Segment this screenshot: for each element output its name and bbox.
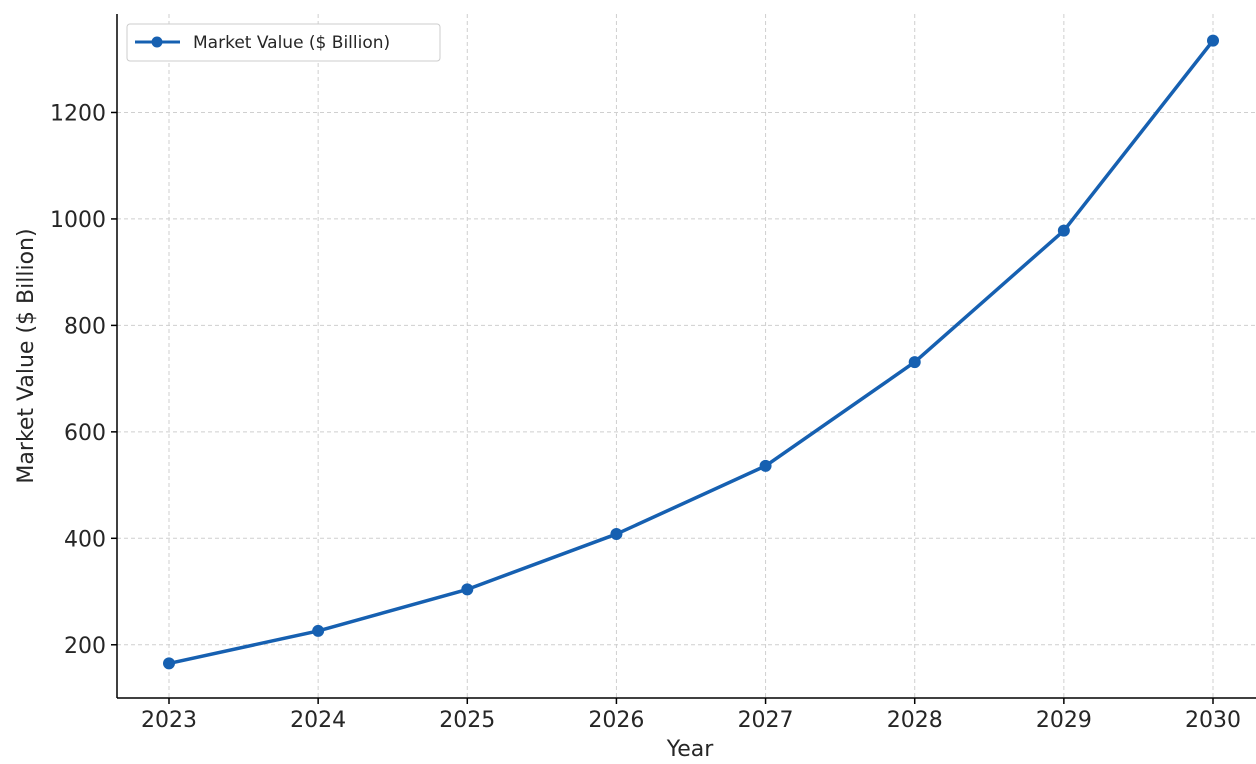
y-tick-label: 1000 (50, 208, 106, 233)
y-axis-title: Market Value ($ Billion) (14, 228, 39, 483)
x-tick-label: 2030 (1185, 708, 1241, 733)
data-point (908, 356, 921, 369)
legend: Market Value ($ Billion) (126, 23, 441, 62)
legend-label: Market Value ($ Billion) (193, 33, 390, 53)
x-tick-label: 2026 (588, 708, 644, 733)
y-tick-label: 600 (64, 421, 106, 446)
legend-box (126, 23, 441, 62)
data-point (759, 459, 772, 472)
data-point (163, 657, 175, 670)
series-line (167, 38, 1215, 666)
y-tick-label: 800 (64, 314, 106, 339)
y-tick-label: 1200 (50, 101, 106, 126)
tick-labels: 2023 2024 2025 2026 2027 2028 2029 2030 200 400 60… (50, 101, 1241, 733)
data-point (610, 528, 623, 541)
data-point (312, 624, 325, 637)
data-point (1207, 34, 1219, 47)
x-tick-label: 2028 (887, 708, 943, 733)
x-tick-label: 2024 (290, 708, 346, 733)
axes (116, 14, 1256, 699)
y-tick-label: 200 (64, 634, 106, 659)
series (163, 34, 1219, 670)
grid (117, 14, 1256, 698)
x-tick-label: 2023 (141, 708, 197, 733)
data-point (1057, 224, 1070, 237)
x-axis-title: Year (666, 737, 715, 760)
x-tick-label: 2027 (738, 708, 794, 733)
x-tick-label: 2029 (1036, 708, 1092, 733)
y-tick-label: 400 (64, 527, 106, 552)
x-tick-label: 2025 (439, 708, 495, 733)
legend-marker (151, 36, 163, 48)
data-point (461, 583, 474, 596)
